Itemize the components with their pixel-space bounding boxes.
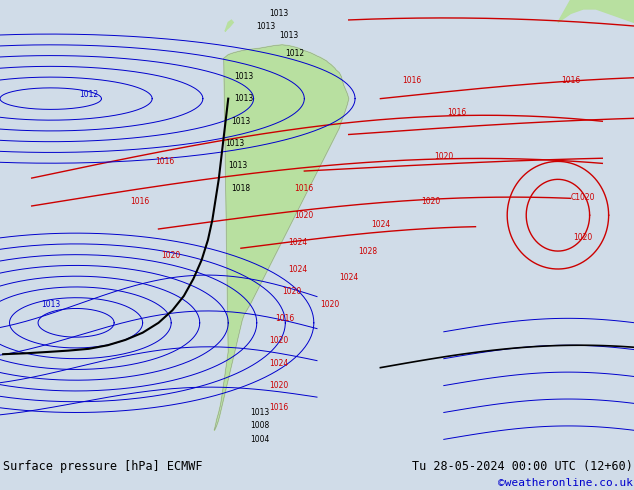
Text: 1013: 1013 [235, 72, 254, 81]
Text: 1024: 1024 [371, 220, 390, 229]
Text: 1016: 1016 [447, 108, 466, 117]
Text: 1020: 1020 [574, 233, 593, 242]
Text: 1013: 1013 [250, 408, 269, 417]
Text: 1016: 1016 [403, 76, 422, 85]
Polygon shape [225, 20, 233, 31]
Text: 1020: 1020 [282, 287, 301, 296]
Text: 1016: 1016 [276, 314, 295, 323]
Text: 1013: 1013 [235, 94, 254, 103]
Text: 1024: 1024 [288, 265, 307, 273]
Text: 1008: 1008 [250, 421, 269, 430]
Text: 1013: 1013 [225, 139, 244, 148]
Text: 1013: 1013 [257, 23, 276, 31]
Text: 1020: 1020 [422, 197, 441, 206]
Text: 1013: 1013 [231, 117, 250, 125]
Text: 1012: 1012 [79, 90, 98, 98]
Text: Tu 28-05-2024 00:00 UTC (12+60): Tu 28-05-2024 00:00 UTC (12+60) [412, 460, 633, 473]
Text: 1013: 1013 [269, 9, 288, 18]
Text: Surface pressure [hPa] ECMWF: Surface pressure [hPa] ECMWF [3, 460, 203, 473]
Text: 1013: 1013 [228, 161, 247, 171]
Text: 1004: 1004 [250, 435, 269, 444]
Text: 1028: 1028 [358, 246, 377, 256]
Text: 1018: 1018 [231, 184, 250, 193]
Text: 1020: 1020 [295, 211, 314, 220]
Text: 1013: 1013 [41, 300, 60, 309]
Text: 1020: 1020 [320, 300, 339, 309]
Text: 1024: 1024 [339, 273, 358, 282]
Text: 1020: 1020 [162, 251, 181, 260]
Text: 1020: 1020 [434, 152, 453, 161]
Text: 1016: 1016 [269, 403, 288, 413]
Text: 1024: 1024 [269, 359, 288, 368]
Text: 1024: 1024 [288, 238, 307, 246]
Text: C1020: C1020 [571, 193, 595, 202]
Polygon shape [214, 45, 349, 430]
Text: 1020: 1020 [269, 381, 288, 390]
Text: 1016: 1016 [155, 157, 174, 166]
Text: 1016: 1016 [295, 184, 314, 193]
Text: ©weatheronline.co.uk: ©weatheronline.co.uk [498, 478, 633, 488]
Text: 1016: 1016 [561, 76, 580, 85]
Text: 1012: 1012 [285, 49, 304, 58]
Polygon shape [558, 0, 634, 23]
Text: 1020: 1020 [269, 336, 288, 345]
Text: 1016: 1016 [130, 197, 149, 206]
Text: 1013: 1013 [279, 31, 298, 40]
